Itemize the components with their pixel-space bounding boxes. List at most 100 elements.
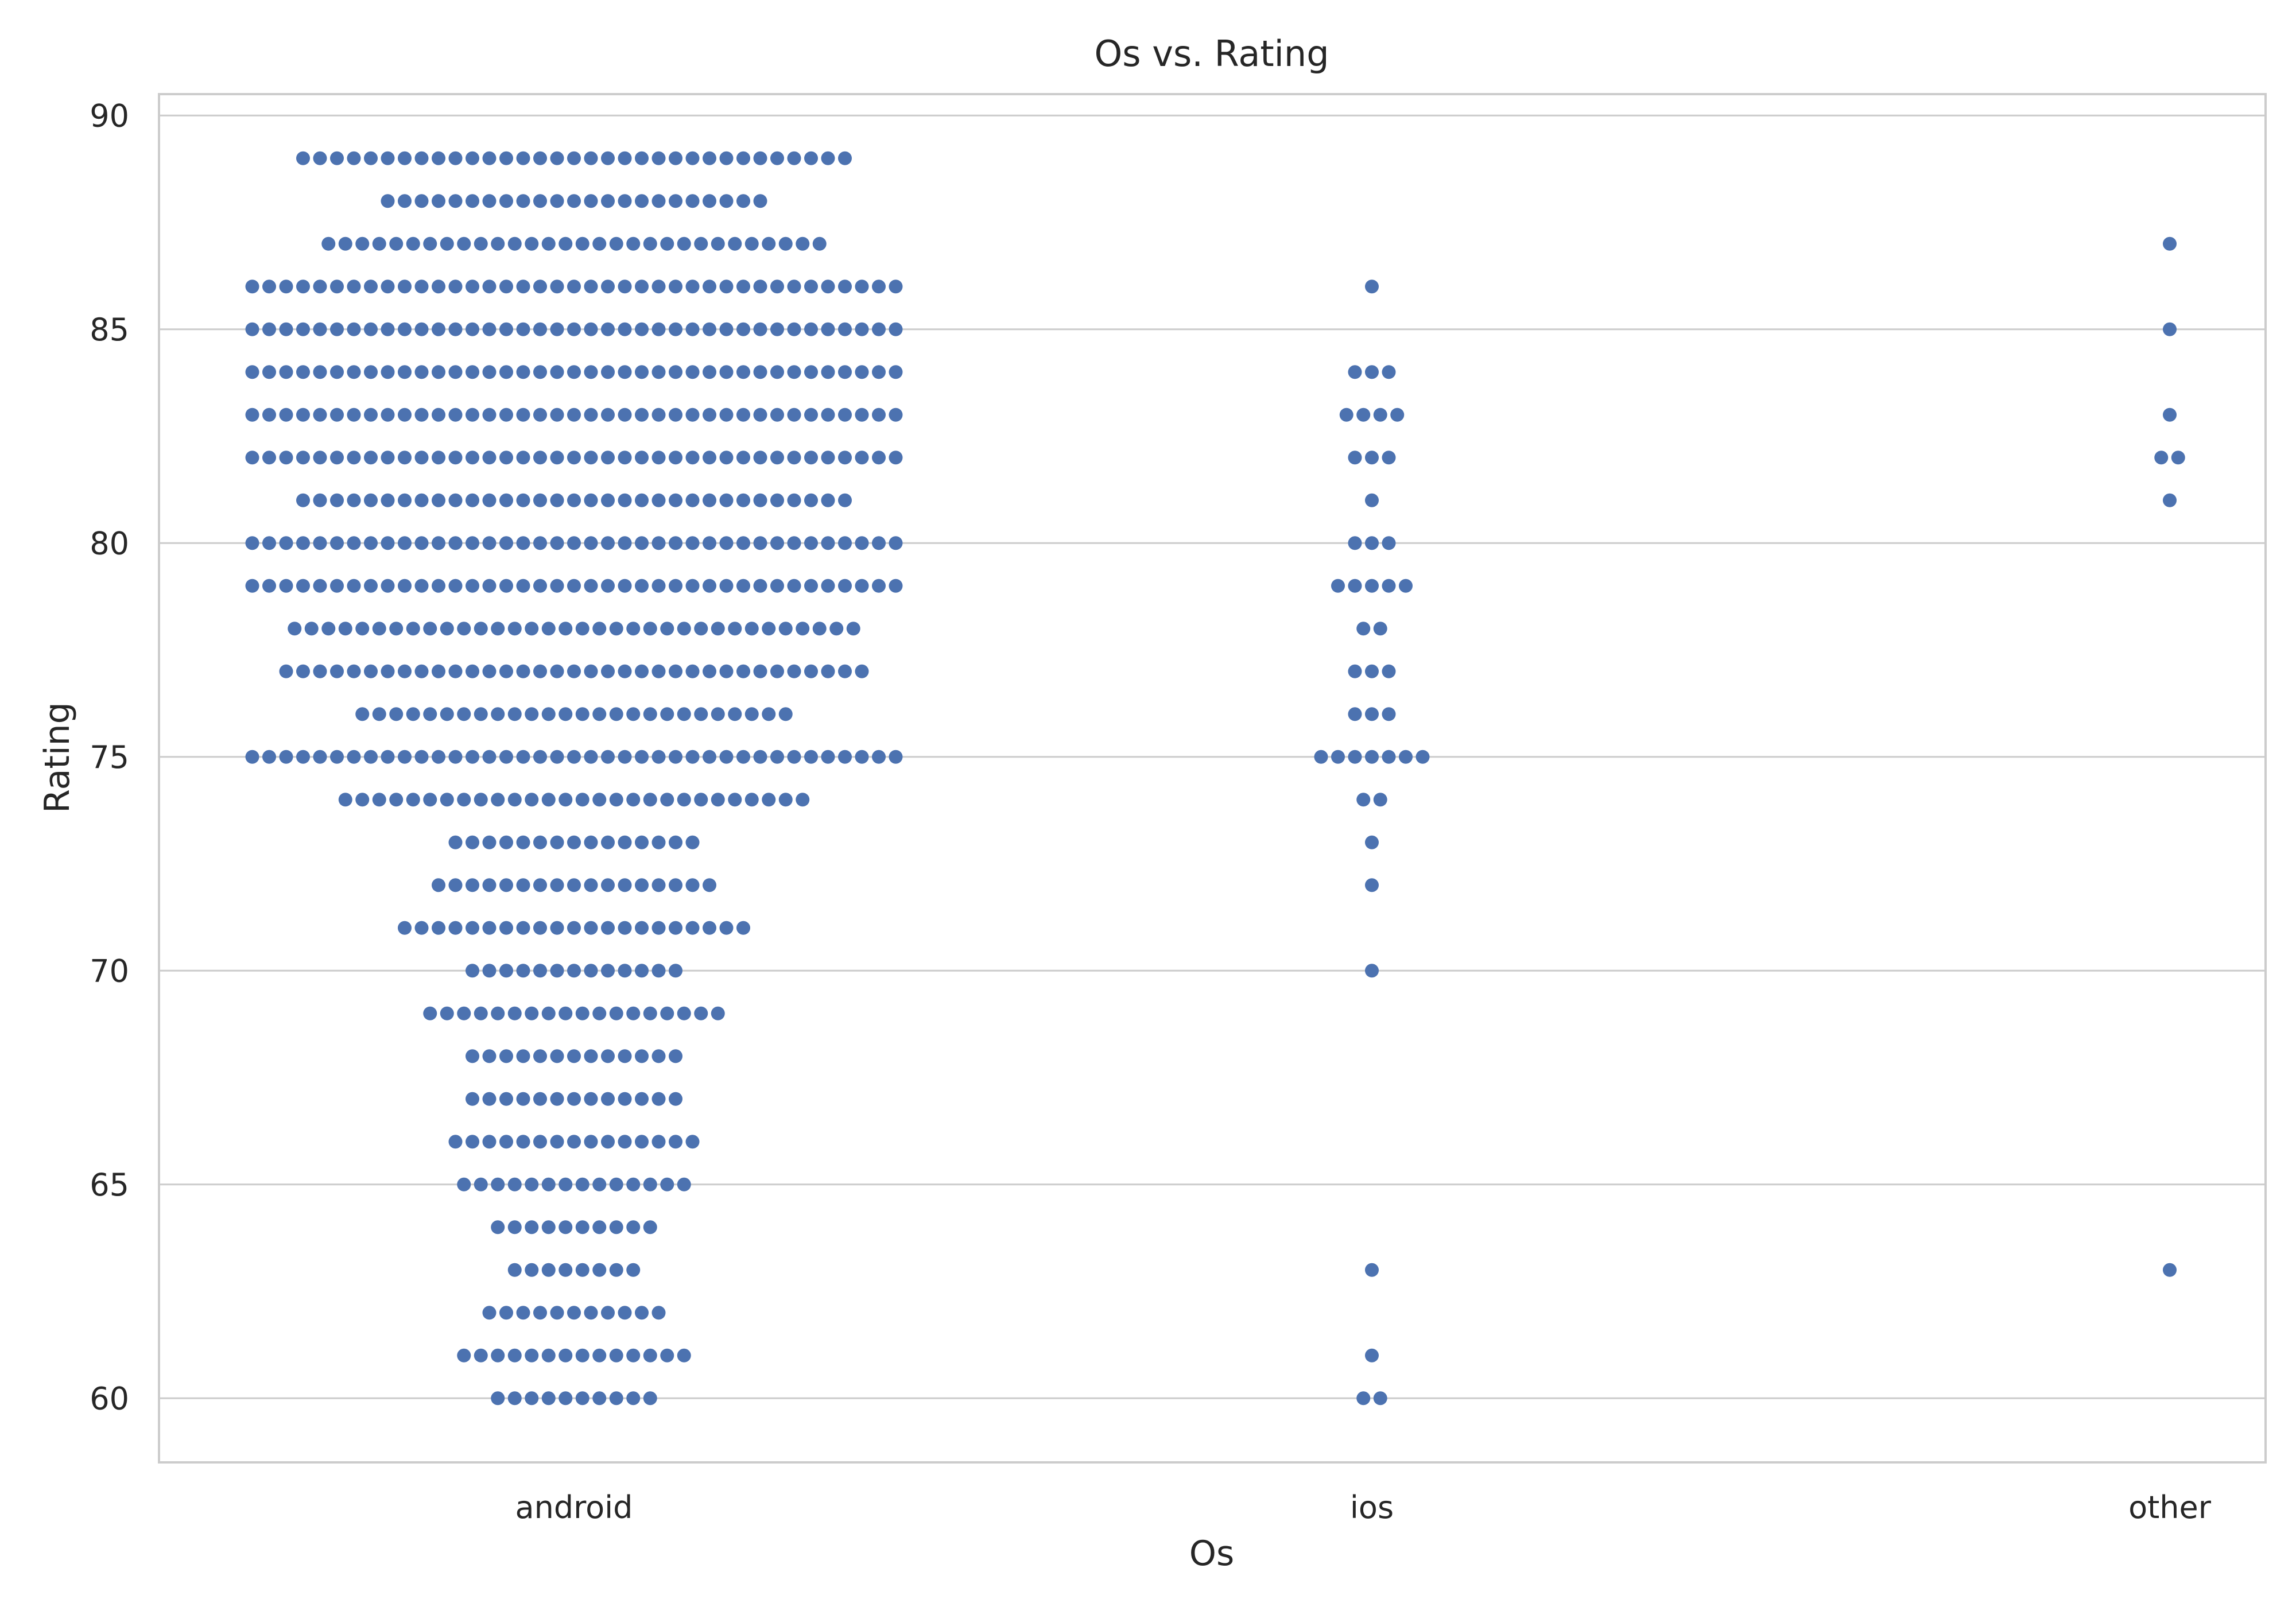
data-point (838, 451, 852, 465)
data-point (872, 750, 886, 764)
data-point (1382, 664, 1396, 678)
data-point (618, 835, 632, 849)
data-point (457, 622, 471, 636)
data-point (432, 451, 445, 465)
data-point (703, 536, 716, 550)
data-point (643, 622, 657, 636)
data-point (753, 451, 767, 465)
data-point (770, 322, 784, 336)
data-point (516, 1049, 530, 1063)
data-point (567, 1092, 581, 1106)
data-point (804, 322, 818, 336)
data-point (499, 493, 513, 507)
chart-title: Os vs. Rating (1094, 33, 1329, 75)
data-point (533, 921, 547, 935)
data-point (262, 322, 276, 336)
data-point (685, 407, 700, 422)
y-tick-label: 90 (90, 98, 129, 134)
data-point (669, 964, 682, 978)
data-point (364, 536, 378, 550)
data-point (533, 1135, 547, 1149)
data-point (406, 622, 420, 636)
data-point (330, 750, 344, 764)
data-point (787, 365, 801, 379)
data-point (762, 793, 776, 807)
data-point (279, 750, 293, 764)
data-point (313, 579, 327, 593)
data-point (296, 451, 310, 465)
data-point (787, 493, 801, 507)
data-point (414, 407, 429, 422)
data-point (889, 536, 903, 550)
data-point (533, 964, 547, 978)
data-point (414, 536, 429, 550)
data-point (313, 536, 327, 550)
data-point (635, 280, 649, 294)
data-point (482, 664, 497, 678)
data-point (575, 1348, 589, 1363)
data-point (432, 280, 445, 294)
data-point (423, 1006, 437, 1020)
data-point (651, 835, 666, 849)
data-point (507, 707, 522, 721)
data-point (338, 622, 352, 636)
data-point (482, 365, 497, 379)
data-point (855, 322, 869, 336)
data-point (364, 664, 378, 678)
data-point (651, 579, 666, 593)
data-point (821, 493, 835, 507)
data-point (753, 750, 767, 764)
data-point (313, 407, 327, 422)
data-point (347, 536, 361, 550)
data-point (1365, 964, 1379, 978)
data-point (466, 921, 479, 935)
data-point (432, 750, 445, 764)
data-point (872, 579, 886, 593)
data-point (778, 236, 793, 251)
data-point (1382, 750, 1396, 764)
data-point (381, 579, 395, 593)
swarm-other (2154, 236, 2185, 1277)
data-point (440, 622, 454, 636)
data-point (499, 194, 513, 208)
data-point (245, 322, 259, 336)
data-point (719, 579, 734, 593)
data-point (669, 1092, 682, 1106)
data-point (550, 1306, 564, 1320)
data-point (482, 921, 497, 935)
data-point (1399, 750, 1413, 764)
data-point (296, 664, 310, 678)
data-point (330, 451, 344, 465)
data-point (685, 451, 700, 465)
data-point (355, 236, 370, 251)
data-point (1365, 1263, 1379, 1277)
data-point (550, 1135, 564, 1149)
data-point (507, 1220, 522, 1235)
data-point (2163, 407, 2177, 422)
data-point (719, 493, 734, 507)
data-point (635, 1092, 649, 1106)
data-point (466, 365, 479, 379)
data-point (364, 493, 378, 507)
data-point (347, 151, 361, 165)
data-point (728, 236, 742, 251)
data-point (499, 1306, 513, 1320)
data-point (381, 536, 395, 550)
x-tick-label-android: android (515, 1489, 633, 1526)
data-point (499, 451, 513, 465)
data-point (812, 236, 827, 251)
data-point (499, 1049, 513, 1063)
data-point (651, 322, 666, 336)
data-point (448, 407, 463, 422)
data-point (364, 280, 378, 294)
data-point (889, 365, 903, 379)
data-point (626, 1348, 641, 1363)
data-point (559, 1348, 573, 1363)
data-point (643, 1391, 657, 1406)
data-point (728, 622, 742, 636)
data-point (635, 664, 649, 678)
data-point (601, 750, 615, 764)
data-point (635, 921, 649, 935)
data-points (245, 151, 2185, 1406)
data-point (592, 1263, 607, 1277)
